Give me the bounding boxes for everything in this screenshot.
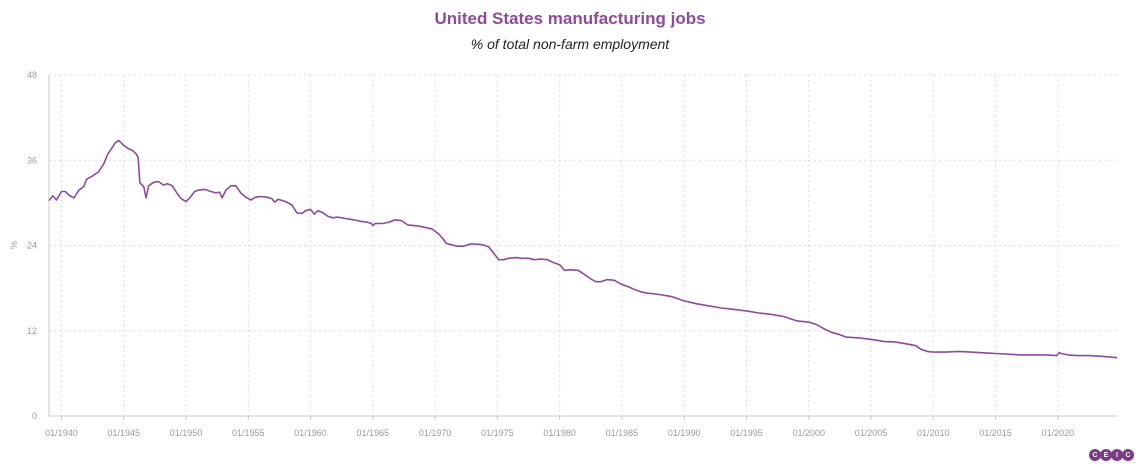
x-tick-label: 01/1960 bbox=[294, 428, 327, 438]
series-group bbox=[48, 139, 1118, 359]
y-tick-label: 24 bbox=[27, 241, 37, 251]
x-tick-label: 01/1975 bbox=[481, 428, 514, 438]
x-tick-label: 01/1970 bbox=[419, 428, 452, 438]
tick-labels: 0 12 24 36 48 01/1940 01/1945 01/1950 01/1955 01/… bbox=[27, 70, 1074, 438]
x-tick-label: 01/1955 bbox=[232, 428, 265, 438]
x-tick-label: 01/1995 bbox=[730, 428, 763, 438]
x-tick-label: 01/1965 bbox=[357, 428, 390, 438]
x-tick-label: 01/1950 bbox=[170, 428, 203, 438]
chart-subtitle: % of total non-farm employment bbox=[470, 36, 670, 52]
y-tick-label: 36 bbox=[27, 155, 37, 165]
logo-letter: I bbox=[1111, 449, 1123, 461]
y-tick-label: 0 bbox=[32, 411, 37, 421]
x-tick-label: 01/2020 bbox=[1042, 428, 1075, 438]
logo-letter: E bbox=[1100, 449, 1112, 461]
x-tick-label: 01/2010 bbox=[917, 428, 950, 438]
x-tick-label: 01/2000 bbox=[792, 428, 825, 438]
ceic-logo: C E I C bbox=[1089, 449, 1134, 461]
x-tick-label: 01/2015 bbox=[979, 428, 1012, 438]
x-tick-label: 01/1990 bbox=[668, 428, 701, 438]
y-tick-label: 12 bbox=[27, 326, 37, 336]
x-tick-label: 01/1940 bbox=[45, 428, 78, 438]
x-tick-label: 01/1945 bbox=[107, 428, 140, 438]
x-tick-label: 01/2005 bbox=[855, 428, 888, 438]
axes bbox=[48, 75, 1117, 420]
logo-letter: C bbox=[1122, 449, 1134, 461]
grid-lines bbox=[49, 74, 1117, 416]
x-tick-label: 01/1985 bbox=[606, 428, 639, 438]
y-axis-label: % bbox=[9, 241, 19, 249]
x-tick-label: 01/1980 bbox=[543, 428, 576, 438]
chart-title: United States manufacturing jobs bbox=[434, 9, 706, 28]
y-tick-label: 48 bbox=[27, 70, 37, 80]
series-line bbox=[48, 139, 1118, 359]
logo-letter: C bbox=[1089, 449, 1101, 461]
